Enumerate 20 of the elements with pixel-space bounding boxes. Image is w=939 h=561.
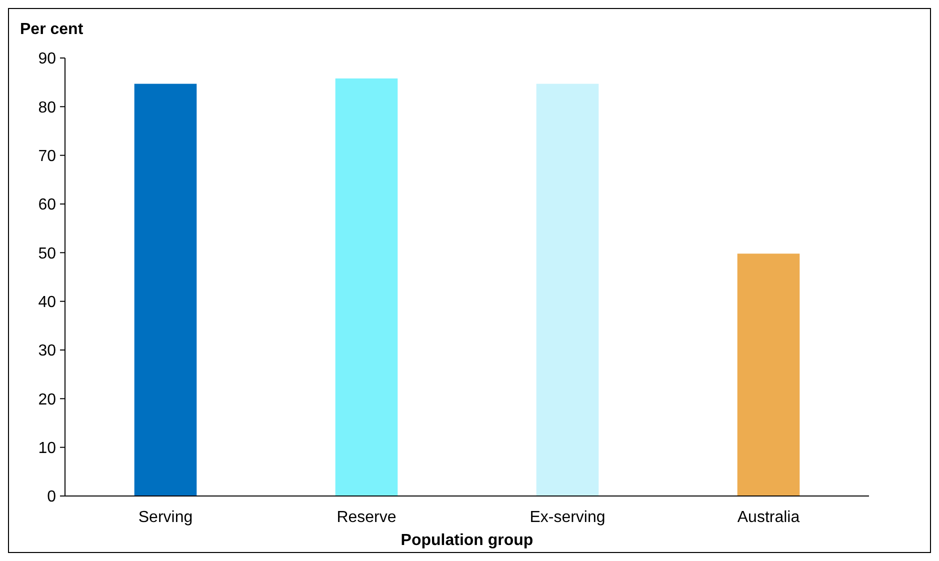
bar <box>536 84 599 496</box>
bar <box>134 84 197 496</box>
y-axis-title: Per cent <box>20 21 84 38</box>
x-tick-label: Reserve <box>336 509 396 526</box>
y-tick-label: 10 <box>38 440 56 457</box>
y-tick-label: 80 <box>38 99 56 116</box>
bar <box>737 254 800 496</box>
y-tick-label: 20 <box>38 391 56 408</box>
y-tick-label: 50 <box>38 245 56 262</box>
bar <box>335 78 398 496</box>
y-tick-label: 30 <box>38 342 56 360</box>
y-tick-label: 60 <box>38 196 56 214</box>
y-tick-label: 40 <box>38 294 56 311</box>
x-axis-title: Population group <box>400 532 534 549</box>
x-tick-label: Ex-serving <box>530 509 606 526</box>
y-tick-label: 0 <box>47 488 56 506</box>
x-tick-label: Australia <box>737 509 800 526</box>
y-tick-label: 90 <box>38 50 56 68</box>
x-tick-label: Serving <box>138 509 193 526</box>
y-tick-label: 70 <box>38 148 56 165</box>
